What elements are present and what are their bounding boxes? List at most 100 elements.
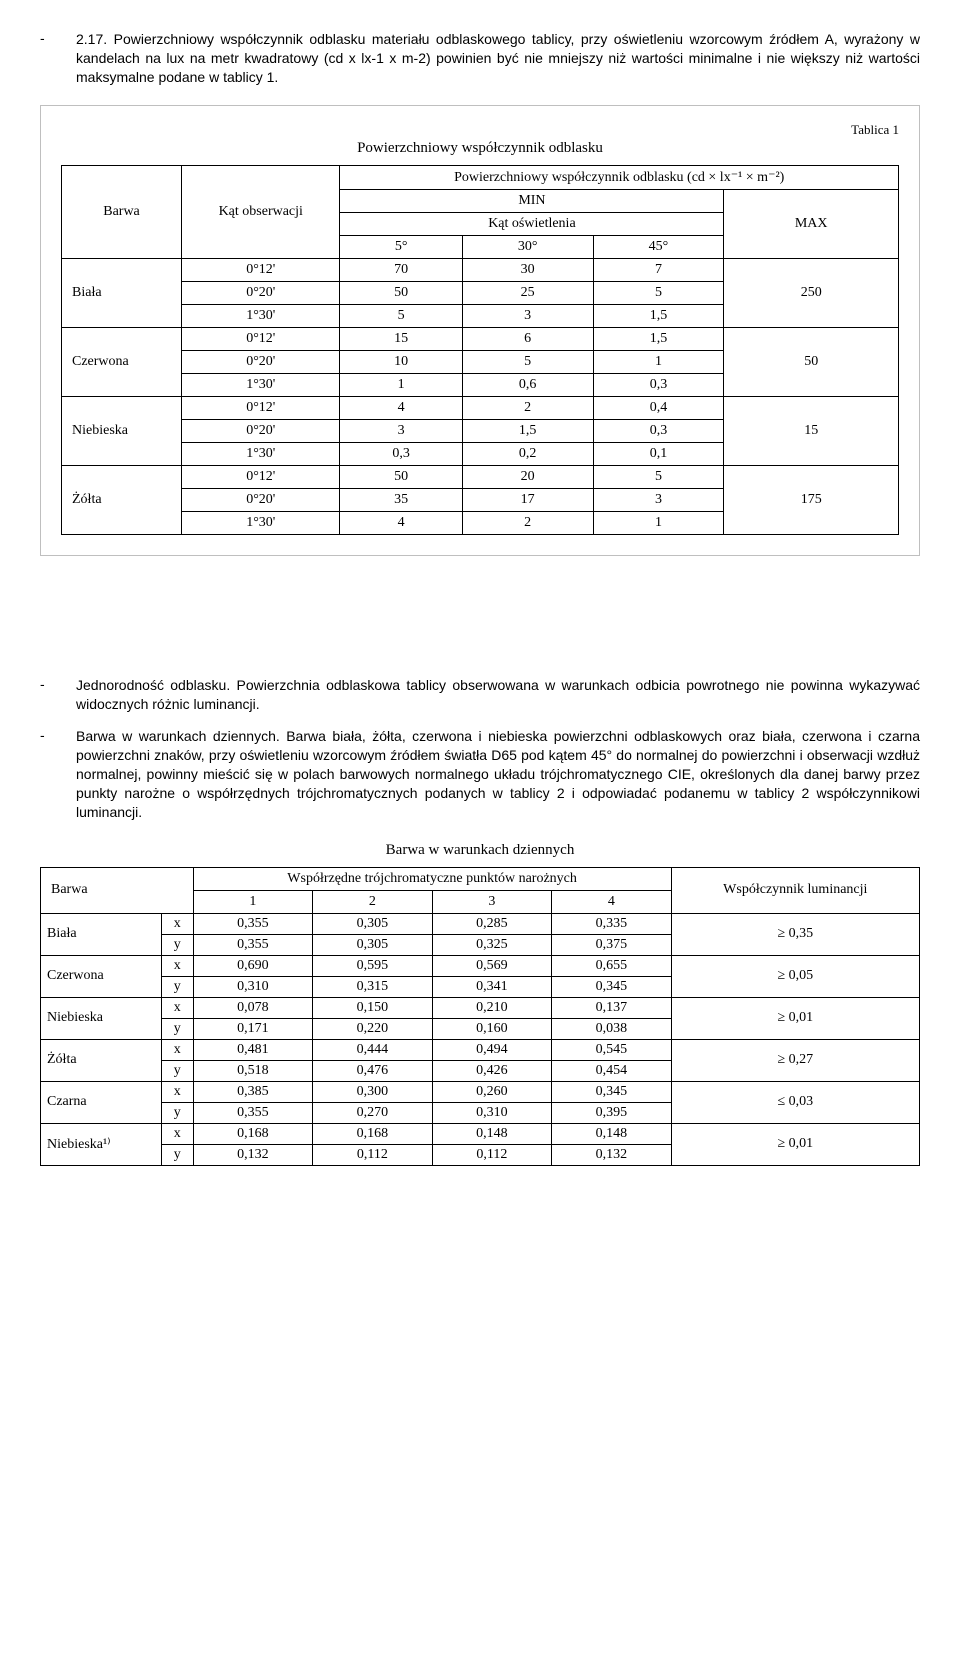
t2-val: 0,395: [552, 1102, 672, 1123]
t2-val: 0,148: [552, 1123, 672, 1144]
t1-val: 30: [462, 258, 593, 281]
t1-h-coef: Powierzchniowy współczynnik odblasku (cd…: [340, 165, 899, 189]
t2-val: 0,385: [193, 1081, 313, 1102]
t1-val: 15: [340, 327, 462, 350]
t2-h-c4: 4: [552, 890, 672, 913]
t2-val: 0,220: [313, 1018, 433, 1039]
t2-val: 0,270: [313, 1102, 433, 1123]
t2-val: 0,569: [432, 955, 552, 976]
t2-h-barwa: Barwa: [41, 867, 194, 913]
t2-val: 0,260: [432, 1081, 552, 1102]
t1-val: 5: [593, 281, 724, 304]
t1-val: 4: [340, 396, 462, 419]
t2-axis: x: [162, 1039, 194, 1060]
t1-val: 50: [340, 281, 462, 304]
t2-val: 0,375: [552, 934, 672, 955]
t1-obs: 1°30': [182, 373, 340, 396]
t2-val: 0,494: [432, 1039, 552, 1060]
para-body: Powierzchniowy współczynnik odblasku mat…: [76, 31, 920, 85]
t2-barwa: Żółta: [41, 1039, 162, 1081]
t2-axis: y: [162, 934, 194, 955]
t1-val: 0,3: [340, 442, 462, 465]
t1-max: 50: [724, 327, 899, 396]
t2-val: 0,426: [432, 1060, 552, 1081]
t2-val: 0,481: [193, 1039, 313, 1060]
t1-obs: 0°20': [182, 419, 340, 442]
table2-wrap: Barwa w warunkach dziennych Barwa Współr…: [40, 842, 920, 1166]
t1-val: 3: [340, 419, 462, 442]
table-row: Żółta0°12'50205175: [62, 465, 899, 488]
t2-val: 0,038: [552, 1018, 672, 1039]
t1-val: 0,3: [593, 373, 724, 396]
bullet-item: -Jednorodność odblasku. Powierzchnia odb…: [40, 676, 920, 722]
t2-lum: ≥ 0,05: [671, 955, 919, 997]
t1-obs: 1°30': [182, 304, 340, 327]
t1-val: 10: [340, 350, 462, 373]
t1-val: 3: [593, 488, 724, 511]
t2-val: 0,168: [313, 1123, 433, 1144]
t1-val: 2: [462, 511, 593, 534]
t2-val: 0,345: [552, 976, 672, 997]
table-row: Żółtax0,4810,4440,4940,545≥ 0,27: [41, 1039, 920, 1060]
t1-val: 5: [593, 465, 724, 488]
t1-obs: 0°12': [182, 258, 340, 281]
t1-h-max: MAX: [724, 189, 899, 258]
t1-val: 0,1: [593, 442, 724, 465]
t1-val: 1: [593, 350, 724, 373]
t2-barwa: Czarna: [41, 1081, 162, 1123]
t1-barwa: Żółta: [62, 465, 182, 534]
t2-val: 0,148: [432, 1123, 552, 1144]
t1-val: 17: [462, 488, 593, 511]
t2-lum: ≥ 0,35: [671, 913, 919, 955]
t2-axis: x: [162, 1123, 194, 1144]
t1-val: 5: [462, 350, 593, 373]
t2-val: 0,112: [313, 1144, 433, 1165]
t1-obs: 1°30': [182, 511, 340, 534]
t1-val: 1,5: [593, 304, 724, 327]
t1-obs: 0°20': [182, 488, 340, 511]
t2-val: 0,132: [193, 1144, 313, 1165]
t2-val: 0,476: [313, 1060, 433, 1081]
t1-val: 25: [462, 281, 593, 304]
table-row: Czarnax0,3850,3000,2600,345≤ 0,03: [41, 1081, 920, 1102]
t2-val: 0,690: [193, 955, 313, 976]
t2-val: 0,132: [552, 1144, 672, 1165]
t2-val: 0,171: [193, 1018, 313, 1039]
t2-val: 0,137: [552, 997, 672, 1018]
t1-val: 0,2: [462, 442, 593, 465]
t2-val: 0,345: [552, 1081, 672, 1102]
t2-barwa: Czerwona: [41, 955, 162, 997]
table-row: Czerwonax0,6900,5950,5690,655≥ 0,05: [41, 955, 920, 976]
t2-axis: x: [162, 1081, 194, 1102]
table1-title: Powierzchniowy współczynnik odblasku: [61, 140, 899, 157]
t1-barwa: Czerwona: [62, 327, 182, 396]
table-row: Biała0°12'70307250: [62, 258, 899, 281]
t2-lum: ≤ 0,03: [671, 1081, 919, 1123]
t1-val: 0,4: [593, 396, 724, 419]
table2: Barwa Współrzędne trójchromatyczne punkt…: [40, 867, 920, 1166]
bullet-dash: -: [40, 727, 58, 829]
t2-val: 0,150: [313, 997, 433, 1018]
t1-barwa: Biała: [62, 258, 182, 327]
paragraph-text: 2.17. Powierzchniowy współczynnik odblas…: [76, 30, 920, 87]
t1-h-barwa: Barwa: [62, 165, 182, 258]
t1-obs: 0°12': [182, 327, 340, 350]
t1-val: 1,5: [593, 327, 724, 350]
t1-obs: 1°30': [182, 442, 340, 465]
t2-val: 0,655: [552, 955, 672, 976]
bullet-dash: -: [40, 30, 58, 95]
t2-val: 0,160: [432, 1018, 552, 1039]
bullet-text: Barwa w warunkach dziennych. Barwa biała…: [76, 727, 920, 821]
t2-val: 0,285: [432, 913, 552, 934]
t2-val: 0,545: [552, 1039, 672, 1060]
para-num: 2.17.: [76, 31, 107, 47]
t1-h-angle: Kąt oświetlenia: [340, 212, 724, 235]
t2-val: 0,325: [432, 934, 552, 955]
t2-val: 0,355: [193, 913, 313, 934]
t1-obs: 0°20': [182, 281, 340, 304]
bullet-dash: -: [40, 676, 58, 722]
t1-h-a2: 30°: [462, 235, 593, 258]
t2-lum: ≥ 0,27: [671, 1039, 919, 1081]
t2-barwa: Biała: [41, 913, 162, 955]
t1-max: 250: [724, 258, 899, 327]
